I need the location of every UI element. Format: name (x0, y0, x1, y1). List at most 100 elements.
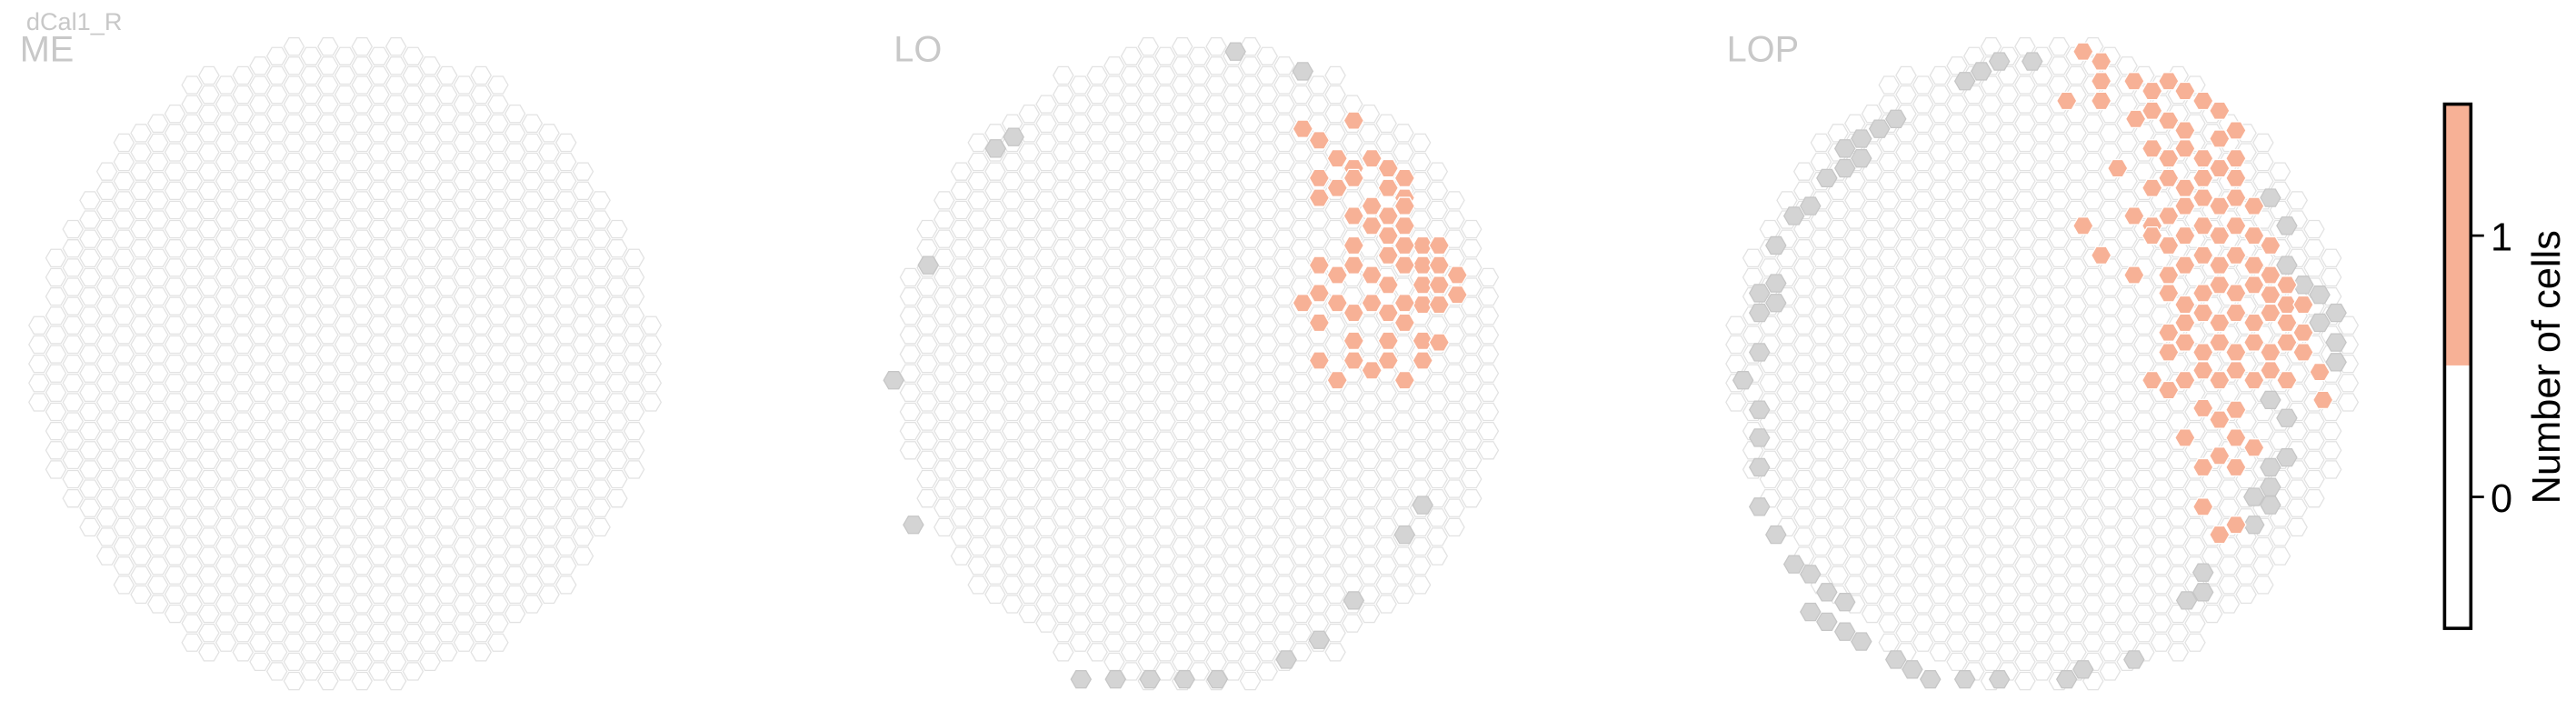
hex-cell-one (2209, 196, 2231, 215)
hex-cell (1171, 517, 1193, 537)
hex-cell (1861, 258, 1883, 277)
hex-cell (317, 441, 339, 460)
hex-cell-gray (1953, 669, 1976, 689)
hex-cell (1052, 623, 1074, 643)
hex-cell (317, 517, 339, 537)
hex-cell (1358, 124, 1381, 143)
hex-cell (2031, 315, 2053, 335)
hex-cell (1963, 450, 1985, 470)
hex-cell (1861, 431, 1883, 450)
hex-cell (402, 277, 424, 296)
hex-cell (317, 652, 339, 672)
hex-cell (984, 219, 1006, 239)
hex-cell (1997, 124, 2019, 143)
figure-suptitle: dCal1_R (26, 7, 123, 35)
hex-cell (384, 576, 407, 595)
hex-cell (384, 172, 407, 191)
hex-cell (1307, 229, 1330, 248)
hex-cell (198, 258, 220, 277)
hex-cell (1120, 450, 1143, 470)
hex-cell (317, 267, 339, 287)
hex-cell (1239, 229, 1262, 248)
hex-cell-gray (1816, 583, 1838, 602)
hex-cell (2133, 527, 2155, 546)
hex-cell (1759, 374, 1782, 393)
hex-cell (62, 431, 85, 450)
hex-cell (1120, 604, 1143, 624)
hex-cell (934, 229, 955, 248)
hex-cell (589, 345, 611, 364)
hex-cell (1358, 469, 1381, 489)
hex-cell (1895, 162, 1917, 181)
hex-cell (2116, 421, 2138, 441)
hex-cell-one (1361, 361, 1383, 380)
hex-cell (1171, 576, 1193, 595)
hex-cell (1001, 460, 1023, 479)
hex-cell (351, 133, 374, 153)
hex-cell (300, 46, 322, 65)
hex-cell (1810, 517, 1832, 537)
hex-cell (899, 306, 922, 325)
hex-cell (916, 412, 938, 431)
hex-cell (2014, 421, 2036, 441)
hex-cell (589, 364, 611, 383)
hex-cell (554, 441, 577, 460)
hex-cell (2099, 374, 2122, 393)
hex-cell (1963, 469, 1985, 489)
hex-cell (147, 248, 169, 267)
hex-cell (1460, 488, 1483, 508)
hex-cell-one (2158, 206, 2180, 225)
hex-cell (1239, 95, 1262, 114)
hex-cell (1980, 576, 2002, 595)
hex-cell (2099, 354, 2122, 374)
hex-cell (1035, 191, 1057, 210)
hex-cell (1912, 460, 1934, 479)
hex-cell (1895, 546, 1917, 566)
hex-cell (2116, 248, 2138, 267)
hex-cell (984, 469, 1006, 489)
hex-cell (538, 469, 560, 489)
hex-cell (300, 585, 322, 605)
hex-cell (283, 421, 305, 441)
hex-cell (1086, 258, 1108, 277)
hex-cell (2031, 546, 2053, 566)
hex-cell (1792, 469, 1815, 489)
hex-cell (1443, 191, 1465, 210)
hex-cell (351, 556, 374, 576)
hex-cell (1188, 431, 1211, 450)
hex-cell-gray (1206, 669, 1229, 689)
hex-cell (436, 566, 458, 585)
hex-cell (1776, 402, 1798, 422)
hex-cell (470, 393, 492, 412)
hex-cell (2031, 354, 2053, 374)
hex-cell (2082, 191, 2104, 210)
hex-cell (1443, 421, 1465, 441)
hex-cell (572, 162, 594, 181)
hex-cell (2116, 325, 2138, 345)
hex-cell (2082, 536, 2104, 556)
hex-cell-gray (1884, 650, 1907, 669)
hex-cell (1035, 152, 1057, 172)
hex-cell (1929, 258, 1952, 277)
hex-cell (402, 662, 424, 681)
hex-cell (436, 623, 458, 643)
hex-cell-one (1343, 111, 1365, 130)
hex-cell (2065, 431, 2087, 450)
hex-cell (2303, 469, 2325, 489)
hex-cell (283, 402, 305, 422)
hex-cell (1273, 75, 1295, 95)
hex-cell (1120, 200, 1143, 220)
hex-cell (198, 604, 220, 624)
hex-cell-gray (1765, 525, 1787, 545)
hex-cell (916, 469, 938, 489)
hex-cell (1069, 556, 1092, 576)
hex-cell (2303, 239, 2325, 258)
hex-cell (2167, 643, 2190, 662)
hex-cell-one (1377, 206, 1400, 225)
hex-cell (1103, 576, 1125, 595)
hex-cell (2082, 614, 2104, 633)
hex-cell-gray (1988, 669, 2011, 689)
hex-cell (384, 37, 407, 56)
hex-cell (2065, 374, 2087, 393)
hex-cell (2116, 383, 2138, 403)
